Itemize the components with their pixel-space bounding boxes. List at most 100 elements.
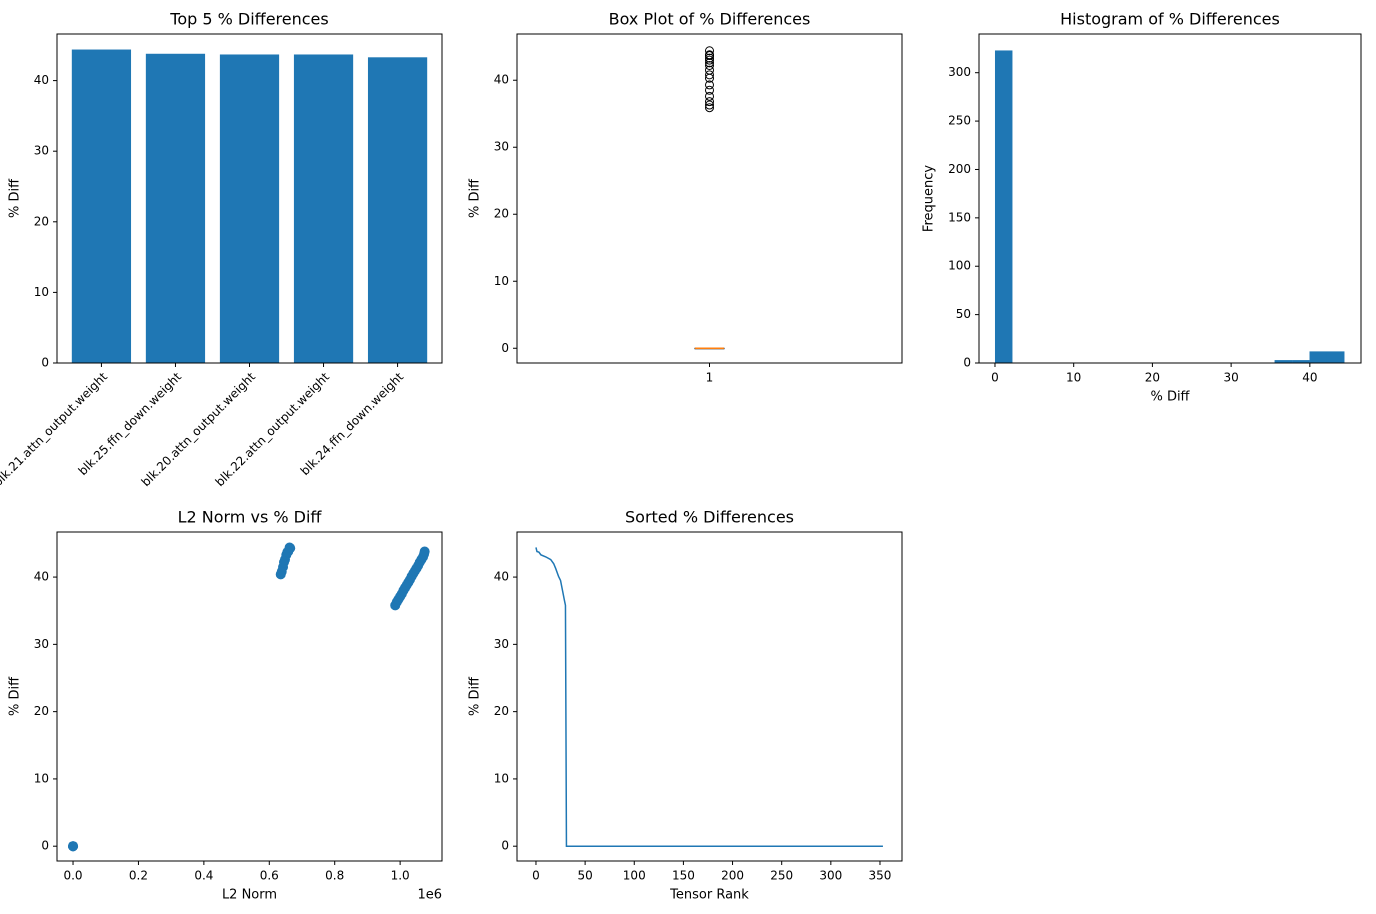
- axes-frame: [516, 33, 903, 364]
- x-tick-label: 250: [770, 869, 793, 883]
- bar: [71, 49, 132, 363]
- y-tick-label: 0: [501, 839, 509, 853]
- outlier: [705, 91, 714, 101]
- y-tick-label: 10: [494, 771, 509, 785]
- x-tick-label: 0.0: [63, 869, 82, 883]
- subplot: Top 5 % Differences % Diff 0 10 20 30 40 blk.21…: [0, 10, 443, 489]
- y-tick-label: 30: [494, 637, 509, 651]
- histogram-bar: [994, 50, 1013, 363]
- outlier: [705, 103, 714, 113]
- x-tick-label: 100: [623, 869, 646, 883]
- x-tick-label: 20: [1145, 371, 1160, 385]
- histogram-bar: [1309, 351, 1327, 363]
- y-tick-label: 20: [34, 214, 49, 228]
- y-axis-label: % Diff: [8, 178, 23, 218]
- outlier: [705, 70, 714, 80]
- y-tick-label: 250: [948, 114, 971, 128]
- x-axis-label: L2 Norm: [222, 888, 277, 903]
- subplot-title: Sorted % Differences: [625, 508, 794, 527]
- y-tick-label: 100: [948, 259, 971, 273]
- histogram-bar: [1274, 360, 1293, 363]
- histogram-bar: [1326, 351, 1345, 363]
- subplot-title: L2 Norm vs % Diff: [178, 508, 323, 527]
- point: [419, 546, 430, 557]
- y-tick-label: 40: [34, 570, 49, 584]
- y-tick-label: 150: [948, 210, 971, 224]
- point: [285, 543, 296, 554]
- y-tick-label: 0: [501, 341, 509, 355]
- outlier: [705, 100, 714, 110]
- x-tick-label: 40: [1302, 371, 1317, 385]
- y-tick-label: 0: [41, 839, 49, 853]
- x-tick-label: 1: [706, 371, 714, 385]
- outlier: [705, 58, 714, 68]
- x-tick-label: 0.8: [325, 869, 344, 883]
- outlier: [705, 55, 714, 65]
- subplot: Histogram of % Differences Frequency % Dif…: [922, 10, 1362, 405]
- outlier: [705, 60, 714, 70]
- x-tick-label: 0.2: [129, 869, 148, 883]
- x-tick-label: 10: [1066, 371, 1081, 385]
- y-tick-label: 10: [34, 285, 49, 299]
- x-tick-label: 1.0: [391, 869, 410, 883]
- x-tick-label: 300: [819, 869, 842, 883]
- bar: [293, 54, 354, 364]
- y-tick-label: 30: [34, 144, 49, 158]
- y-axis-label: % Diff: [468, 178, 483, 218]
- y-tick-label: 30: [34, 637, 49, 651]
- subplot: L2 Norm vs % Diff % Diff L2 Norm 1e6 0 10 20 30…: [8, 508, 443, 903]
- y-tick-label: 40: [494, 570, 509, 584]
- axes-frame: [978, 33, 1362, 364]
- subplot: Sorted % Differences % Diff Tensor Rank 0 10…: [468, 508, 903, 903]
- subplot-title: Histogram of % Differences: [1060, 10, 1280, 29]
- outlier: [705, 46, 714, 56]
- y-tick-label: 200: [948, 162, 971, 176]
- subplot: Box Plot of % Differences % Diff 0 10 20 30 40…: [468, 10, 903, 385]
- x-tick-label: 350: [869, 869, 892, 883]
- bar: [145, 53, 206, 363]
- y-tick-label: 20: [34, 704, 49, 718]
- x-axis-label: Tensor Rank: [669, 888, 749, 903]
- x-tick-label: 0.4: [194, 869, 213, 883]
- bar: [367, 57, 428, 364]
- x-offset-label: 1e6: [417, 888, 442, 903]
- axes-frame: [56, 531, 443, 862]
- axes-frame: [56, 33, 443, 364]
- y-tick-label: 0: [963, 356, 971, 370]
- x-tick-label: 0: [532, 869, 540, 883]
- x-axis-label: % Diff: [1150, 390, 1190, 405]
- x-tick-label: 50: [577, 869, 592, 883]
- point: [68, 841, 79, 852]
- x-tick-label: 0.6: [260, 869, 279, 883]
- y-tick-label: 10: [494, 274, 509, 288]
- outlier: [705, 65, 714, 75]
- y-tick-label: 50: [956, 307, 971, 321]
- y-tick-label: 30: [494, 140, 509, 154]
- y-tick-label: 0: [41, 356, 49, 370]
- outlier: [705, 50, 714, 60]
- y-axis-label: Frequency: [922, 165, 937, 232]
- outlier: [705, 97, 714, 107]
- y-tick-label: 10: [34, 771, 49, 785]
- x-tick-label: 200: [721, 869, 744, 883]
- x-tick-label: 0: [991, 371, 999, 385]
- y-tick-label: 40: [34, 73, 49, 87]
- bar: [219, 54, 280, 364]
- subplot-title: Top 5 % Differences: [169, 10, 328, 29]
- histogram-bar: [1292, 360, 1310, 363]
- outlier: [705, 73, 714, 83]
- outlier: [705, 80, 714, 90]
- y-tick-label: 20: [494, 704, 509, 718]
- y-axis-label: % Diff: [468, 676, 483, 716]
- y-tick-label: 20: [494, 207, 509, 221]
- subplot-title: Box Plot of % Differences: [609, 10, 811, 29]
- y-axis-label: % Diff: [8, 676, 23, 716]
- x-tick-label: blk.21.attn_output.weight: [0, 369, 110, 489]
- outlier: [705, 85, 714, 95]
- x-tick-label: 150: [672, 869, 695, 883]
- y-tick-label: 40: [494, 73, 509, 87]
- axes-frame: [516, 531, 903, 862]
- line: [535, 547, 883, 847]
- y-tick-label: 300: [948, 65, 971, 79]
